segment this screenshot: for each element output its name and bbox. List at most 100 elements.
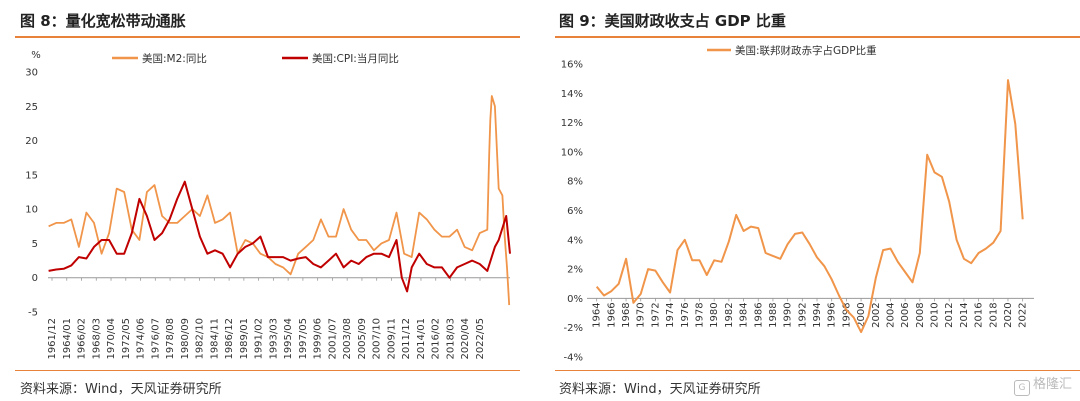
x-tick-label: 2020/04: [460, 318, 471, 360]
y-tick-label: 10: [25, 205, 38, 216]
y-tick-label: 25: [25, 102, 38, 113]
x-tick-label: 1972/05: [121, 318, 132, 360]
x-tick-label: 1964: [592, 302, 603, 327]
x-tick-label: 1982: [724, 302, 735, 327]
legend-label: 美国:联邦财政赤字占GDP比重: [735, 44, 877, 57]
x-tick-label: 1999/06: [313, 318, 324, 360]
title-rule: [15, 36, 520, 38]
x-tick-label: 1980/09: [180, 318, 191, 360]
figure-8-title: 图 8：量化宽松带动通胀: [20, 12, 186, 30]
x-tick-label: 1964/01: [62, 318, 73, 360]
y-axis-unit: %: [31, 50, 41, 61]
y-tick-label: 0%: [567, 294, 583, 305]
x-tick-label: 1986/12: [224, 318, 235, 360]
x-tick-label: 1997/05: [298, 318, 309, 360]
bottom-rule: [15, 370, 520, 371]
x-tick-label: 1970: [636, 302, 647, 327]
x-tick-label: 2010: [930, 302, 941, 327]
y-tick-label: -5: [28, 308, 38, 319]
figure-9-title: 图 9：美国财政收支占 GDP 比重: [559, 12, 786, 30]
x-tick-label: 2006: [900, 302, 911, 327]
x-tick-label: 2005/09: [357, 318, 368, 360]
x-tick-label: 1966/02: [77, 318, 88, 360]
fiscal-deficit-chart: -4% -2% 0% 2% 4% 6% 8% 10% 12% 14% 16% 1964 1966 1968…: [561, 44, 1034, 364]
figure-8-panel: 图 8：量化宽松带动通胀 % -5 0 5 10 15 20 25 30 1961/12 1964/…: [0, 0, 520, 401]
x-tick-label: 1995/04: [283, 318, 294, 360]
x-tick-label: 2012: [944, 302, 955, 327]
x-tick-label: 1989/01: [239, 318, 250, 360]
x-tick-label: 2014/01: [416, 318, 427, 360]
x-tick-label: 2020: [1003, 302, 1014, 327]
x-tick-label: 2008: [915, 302, 926, 327]
m2-growth-line: [48, 95, 511, 306]
legend-label: 美国:M2:同比: [142, 52, 207, 65]
x-tick-label: 2022: [1018, 302, 1029, 327]
x-tick-label: 2001/07: [327, 318, 338, 360]
x-tick-label: 2018/03: [445, 318, 456, 360]
y-tick-label: 5: [32, 239, 38, 250]
x-tick-label: 1990: [783, 302, 794, 327]
y-tick-label: 4%: [567, 235, 583, 246]
x-tick-label: 1974/06: [136, 318, 147, 360]
x-tick-label: 1984: [739, 302, 750, 327]
x-tick-label: 2000: [856, 302, 867, 327]
x-tick-label: 1998: [841, 302, 852, 327]
y-tick-label: 30: [25, 68, 38, 79]
x-tick-label: 1966: [606, 302, 617, 327]
y-tick-label: 2%: [567, 265, 583, 276]
x-tick-label: 1984/11: [209, 318, 220, 360]
x-tick-label: 1974: [665, 302, 676, 327]
y-tick-label: -4%: [564, 353, 583, 364]
x-tick-label: 1980: [709, 302, 720, 327]
x-tick-label: 1992: [797, 302, 808, 327]
x-tick-label: 1976: [680, 302, 691, 327]
x-tick-label: 1996: [827, 302, 838, 327]
x-tick-label: 1968: [621, 302, 632, 327]
watermark-text: 格隆汇: [1032, 377, 1072, 392]
x-tick-label: 1982/10: [195, 318, 206, 360]
cpi-yoy-line: [48, 180, 511, 293]
x-tick-label: 2007/10: [372, 318, 383, 360]
y-tick-label: 20: [25, 136, 38, 147]
x-tick-label: 2018: [988, 302, 999, 327]
figure-8-source: 资料来源：Wind，天风证券研究所: [20, 382, 222, 397]
x-tick-label: 1961/12: [47, 318, 58, 360]
x-tick-label: 1976/07: [150, 318, 161, 360]
x-tick-label: 2016: [974, 302, 985, 327]
figure-9-source: 资料来源：Wind，天风证券研究所: [559, 382, 761, 397]
bottom-rule: [555, 370, 1080, 371]
figure-9-panel: 图 9：美国财政收支占 GDP 比重 -4% -2% 0% 2% 4% 6% 8% 10% 12…: [555, 0, 1080, 401]
x-tick-label: 2016/02: [431, 318, 442, 360]
x-tick-label: 1986: [753, 302, 764, 327]
title-rule: [555, 36, 1080, 38]
y-tick-label: 16%: [561, 60, 583, 71]
y-tick-label: 12%: [561, 118, 583, 129]
watermark: G 格隆汇: [1013, 373, 1072, 396]
y-tick-label: 0: [32, 273, 38, 284]
y-tick-label: 8%: [567, 177, 583, 188]
x-tick-label: 2022/05: [475, 318, 486, 360]
x-tick-label: 1978: [694, 302, 705, 327]
x-tick-label: 1988: [768, 302, 779, 327]
y-tick-label: 15: [25, 170, 38, 181]
y-tick-label: 14%: [561, 89, 583, 100]
x-tick-label: 2004: [885, 302, 896, 327]
x-tick-label: 1972: [650, 302, 661, 327]
y-tick-label: -2%: [564, 323, 583, 334]
x-tick-label: 2011/12: [401, 318, 412, 360]
deficit-gdp-line: [595, 79, 1024, 334]
x-tick-label: 2014: [959, 302, 970, 327]
watermark-logo-icon: G: [1013, 380, 1030, 396]
x-tick-label: 2002: [871, 302, 882, 327]
x-tick-label: 1991/02: [254, 318, 265, 360]
x-tick-label: 2009/11: [386, 318, 397, 360]
x-tick-label: 1970/04: [106, 318, 117, 360]
qe-inflation-chart: % -5 0 5 10 15 20 25 30 1961/12 1964/01 1966/02 1968…: [25, 50, 511, 360]
x-tick-label: 1968/03: [91, 318, 102, 360]
x-tick-label: 1993/03: [268, 318, 279, 360]
legend-label: 美国:CPI:当月同比: [312, 52, 399, 65]
x-tick-label: 2003/08: [342, 318, 353, 360]
x-tick-label: 1978/08: [165, 318, 176, 360]
y-tick-label: 6%: [567, 206, 583, 217]
x-tick-label: 1994: [812, 302, 823, 327]
